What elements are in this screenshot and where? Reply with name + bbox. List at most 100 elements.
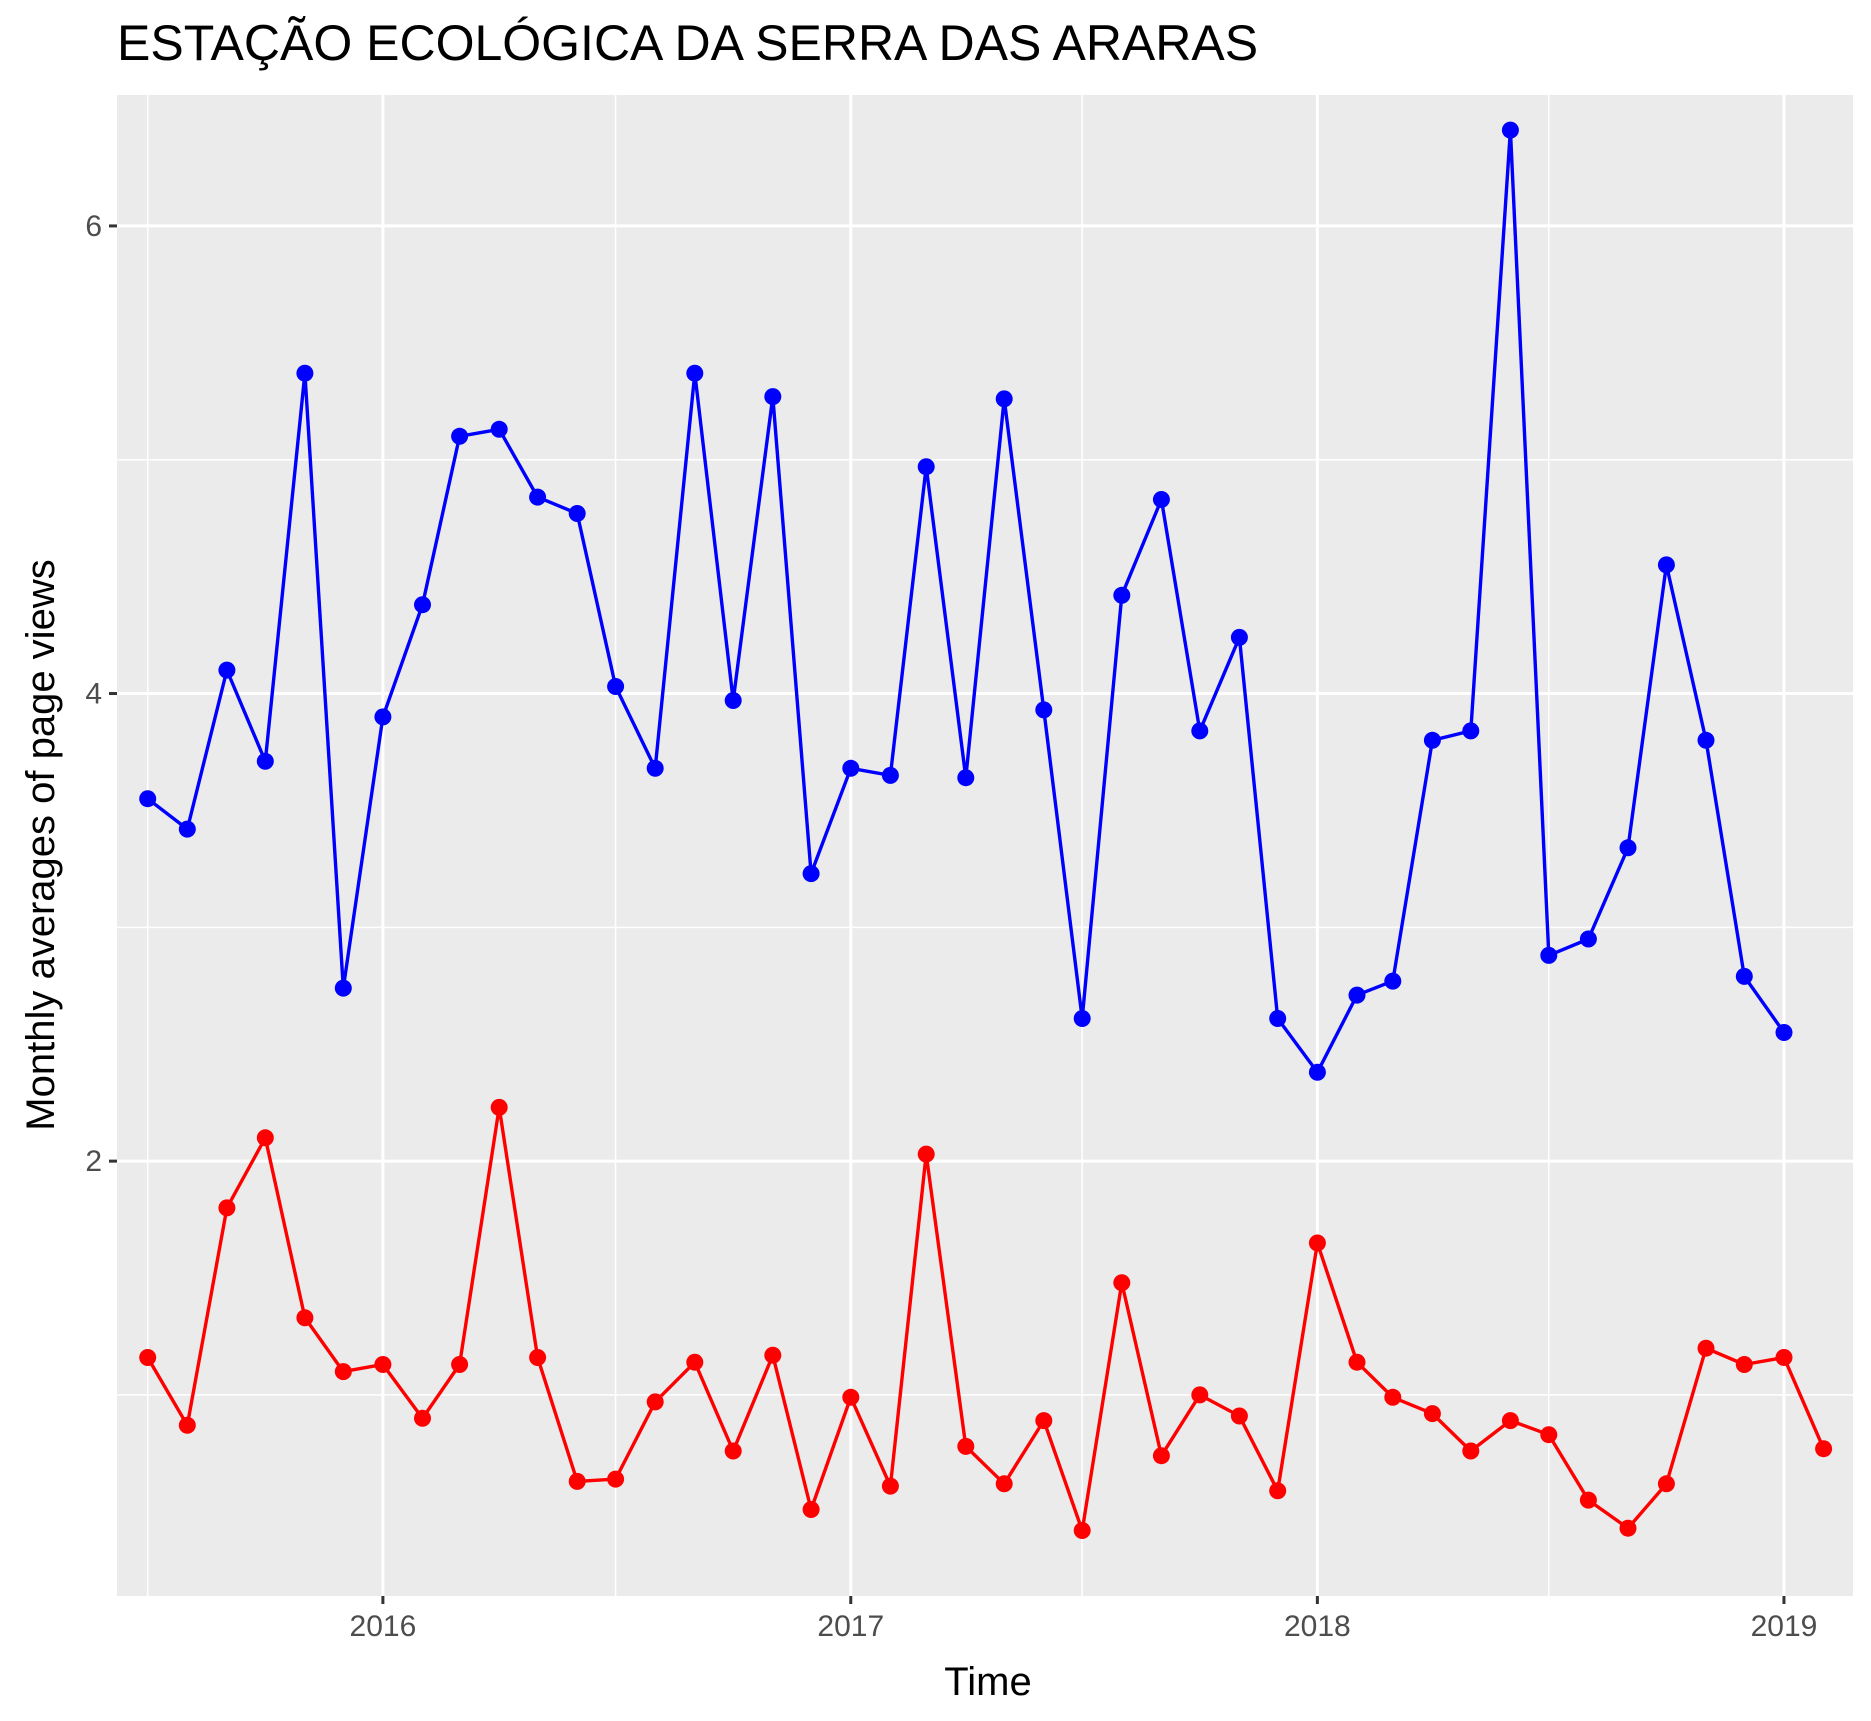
- data-point: [1462, 1442, 1480, 1460]
- data-point: [1657, 556, 1675, 574]
- data-point: [1308, 1063, 1326, 1081]
- data-point: [1735, 1356, 1753, 1373]
- chart-title: ESTAÇÃO ECOLÓGICA DA SERRA DAS ARARAS: [117, 15, 1258, 71]
- y-axis-title: Monthly averages of page views: [19, 559, 63, 1130]
- data-point: [917, 1145, 935, 1163]
- data-point: [1384, 972, 1402, 990]
- data-point: [1230, 628, 1248, 646]
- data-point: [256, 752, 274, 770]
- data-point: [917, 458, 935, 476]
- data-point: [1775, 1024, 1793, 1041]
- data-point: [802, 865, 820, 883]
- data-point: [451, 427, 469, 445]
- data-point: [607, 1470, 625, 1488]
- data-point: [1191, 722, 1209, 740]
- data-point: [414, 596, 431, 614]
- data-point: [1579, 1491, 1597, 1509]
- data-point: [1269, 1010, 1287, 1027]
- data-point: [995, 390, 1013, 408]
- data-point: [957, 769, 975, 787]
- plot-panel: [117, 95, 1853, 1596]
- data-point: [256, 1129, 274, 1147]
- data-point: [686, 1353, 704, 1371]
- data-point: [451, 1356, 469, 1373]
- y-tick-label: 4: [85, 678, 102, 711]
- data-point: [490, 420, 508, 438]
- data-point: [1152, 1447, 1170, 1465]
- data-point: [724, 692, 742, 709]
- data-point: [1775, 1349, 1793, 1366]
- data-point: [178, 820, 196, 838]
- x-tick-label: 2017: [817, 1610, 884, 1643]
- data-point: [374, 1356, 392, 1373]
- data-point: [1348, 986, 1366, 1004]
- x-axis-title: Time: [944, 1660, 1031, 1704]
- data-point: [1035, 701, 1053, 719]
- data-point: [1540, 946, 1558, 964]
- data-point: [1230, 1407, 1248, 1425]
- y-tick-label: 6: [85, 210, 102, 243]
- data-point: [842, 1388, 860, 1406]
- data-point: [995, 1475, 1013, 1493]
- data-point: [881, 766, 899, 784]
- data-point: [1462, 722, 1480, 740]
- data-point: [1697, 1339, 1715, 1357]
- data-point: [1619, 1519, 1637, 1537]
- y-axis: 2 4 6: [85, 210, 117, 1178]
- data-point: [1579, 930, 1597, 948]
- data-point: [414, 1409, 431, 1427]
- data-point: [218, 661, 236, 679]
- data-point: [139, 790, 157, 808]
- data-point: [529, 1349, 547, 1366]
- data-point: [1348, 1353, 1366, 1371]
- data-point: [724, 1442, 742, 1460]
- data-point: [1423, 731, 1441, 749]
- data-point: [178, 1416, 196, 1434]
- data-point: [1501, 121, 1519, 139]
- data-point: [1269, 1482, 1287, 1500]
- x-tick-label: 2018: [1284, 1610, 1351, 1643]
- data-point: [334, 979, 352, 997]
- x-axis: 2016 2017 2018 2019: [350, 1596, 1818, 1643]
- data-point: [686, 364, 704, 382]
- data-point: [218, 1199, 236, 1217]
- series-layer: [139, 121, 1833, 1539]
- data-point: [1308, 1234, 1326, 1252]
- data-point: [842, 759, 860, 777]
- x-tick-label: 2019: [1751, 1610, 1818, 1643]
- data-point: [764, 388, 782, 406]
- y-tick-label: 2: [85, 1145, 102, 1178]
- data-point: [374, 708, 392, 726]
- data-point: [1735, 967, 1753, 985]
- data-point: [568, 505, 586, 522]
- data-point: [1540, 1426, 1558, 1444]
- data-point: [1384, 1388, 1402, 1406]
- data-point: [529, 488, 547, 506]
- data-point: [1152, 491, 1170, 508]
- data-point: [139, 1349, 157, 1366]
- data-point: [568, 1472, 586, 1490]
- data-point: [1697, 731, 1715, 749]
- series-1: [139, 121, 1793, 1081]
- data-point: [881, 1477, 899, 1495]
- data-point: [1619, 839, 1637, 857]
- data-point: [1191, 1386, 1209, 1404]
- data-point: [1073, 1010, 1091, 1027]
- data-point: [1035, 1412, 1053, 1430]
- data-point: [296, 364, 314, 382]
- x-tick-label: 2016: [350, 1610, 417, 1643]
- data-point: [646, 1393, 664, 1411]
- data-point: [1113, 586, 1131, 604]
- data-point: [334, 1363, 352, 1381]
- data-point: [296, 1309, 314, 1327]
- series-2: [139, 1098, 1833, 1539]
- data-point: [1657, 1475, 1675, 1493]
- data-point: [1073, 1522, 1091, 1539]
- data-point: [957, 1437, 975, 1455]
- data-point: [1113, 1274, 1131, 1292]
- data-point: [802, 1501, 820, 1518]
- data-point: [646, 759, 664, 777]
- gridlines: [117, 95, 1853, 1596]
- data-point: [490, 1098, 508, 1116]
